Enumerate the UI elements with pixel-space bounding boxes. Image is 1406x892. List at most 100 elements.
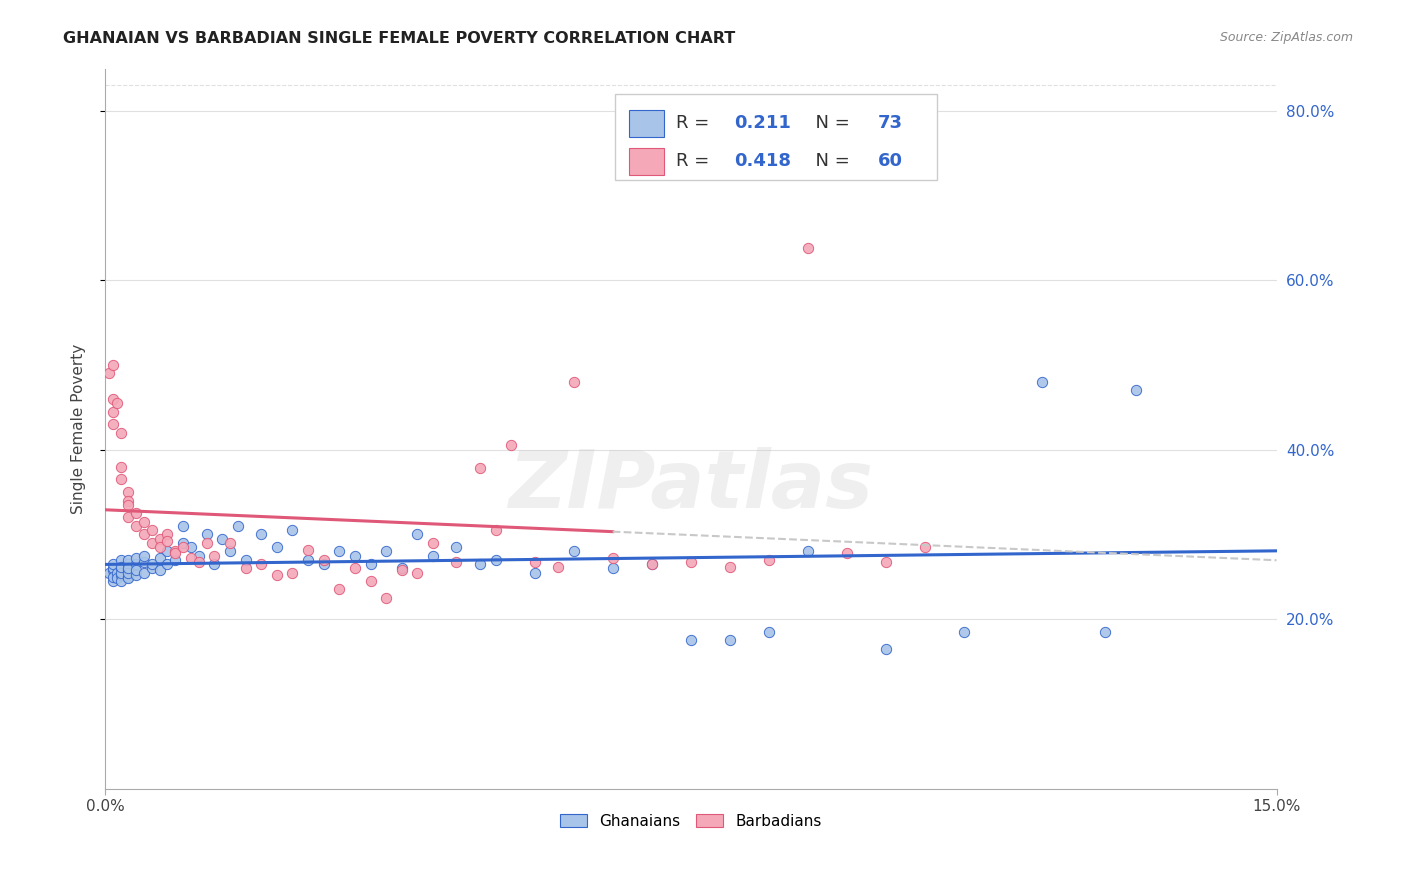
Point <box>202 557 225 571</box>
Point <box>202 549 225 563</box>
Text: 73: 73 <box>879 114 903 132</box>
Point <box>141 561 163 575</box>
Point <box>110 459 132 474</box>
Point <box>468 557 491 571</box>
Point <box>187 549 209 563</box>
Point <box>110 559 132 574</box>
Point <box>117 510 139 524</box>
Point <box>187 554 209 568</box>
Point <box>172 519 194 533</box>
Point <box>195 536 218 550</box>
Point <box>125 551 148 566</box>
Point <box>360 557 382 571</box>
Point <box>125 506 148 520</box>
Point <box>1031 375 1053 389</box>
Text: GHANAIAN VS BARBADIAN SINGLE FEMALE POVERTY CORRELATION CHART: GHANAIAN VS BARBADIAN SINGLE FEMALE POVE… <box>63 31 735 46</box>
Point <box>758 553 780 567</box>
Point <box>132 549 155 563</box>
Point <box>422 536 444 550</box>
Point <box>446 540 468 554</box>
Text: N =: N = <box>804 114 856 132</box>
Point <box>875 641 897 656</box>
Point <box>758 624 780 639</box>
Point <box>235 553 257 567</box>
Point <box>547 559 569 574</box>
Point <box>105 571 128 585</box>
Point <box>172 540 194 554</box>
Point <box>156 544 179 558</box>
Point <box>602 551 624 566</box>
Text: 60: 60 <box>879 152 903 170</box>
Point <box>484 553 506 567</box>
Point <box>718 559 741 574</box>
Point <box>1094 624 1116 639</box>
Point <box>156 557 179 571</box>
Point <box>523 566 546 580</box>
Point <box>266 540 288 554</box>
Point <box>953 624 976 639</box>
Point <box>165 553 187 567</box>
Point <box>125 519 148 533</box>
Point <box>97 566 120 580</box>
Point <box>360 574 382 588</box>
Point <box>172 536 194 550</box>
Text: N =: N = <box>804 152 856 170</box>
Point <box>219 544 242 558</box>
Point <box>281 523 304 537</box>
Point <box>117 561 139 575</box>
Point <box>1125 384 1147 398</box>
FancyBboxPatch shape <box>628 148 664 176</box>
Point <box>110 566 132 580</box>
Point <box>132 554 155 568</box>
Legend: Ghanaians, Barbadians: Ghanaians, Barbadians <box>554 807 828 835</box>
Point <box>219 536 242 550</box>
Point <box>641 557 664 571</box>
Point <box>125 557 148 571</box>
Point <box>718 633 741 648</box>
Point <box>110 574 132 588</box>
Point <box>141 523 163 537</box>
FancyBboxPatch shape <box>614 94 936 180</box>
Point <box>117 493 139 508</box>
Point <box>117 485 139 500</box>
Point <box>484 523 506 537</box>
Point <box>679 554 702 568</box>
Point <box>797 544 820 558</box>
Point <box>602 561 624 575</box>
Point <box>297 553 319 567</box>
Point <box>117 563 139 577</box>
Point <box>180 540 202 554</box>
Point <box>117 570 139 584</box>
Point <box>250 557 273 571</box>
Point <box>132 527 155 541</box>
Point <box>125 563 148 577</box>
Point <box>406 527 429 541</box>
Point <box>149 563 172 577</box>
Point <box>501 438 523 452</box>
Point <box>328 582 350 597</box>
Point <box>165 544 187 558</box>
Point <box>156 527 179 541</box>
Point <box>375 544 398 558</box>
Point <box>101 392 124 406</box>
Point <box>235 561 257 575</box>
Point <box>312 553 335 567</box>
Point <box>446 554 468 568</box>
Point <box>195 527 218 541</box>
Point <box>165 546 187 560</box>
Point <box>110 425 132 440</box>
Point <box>105 566 128 580</box>
Point <box>835 546 858 560</box>
Point <box>281 566 304 580</box>
Point <box>875 554 897 568</box>
Point <box>97 367 120 381</box>
Point <box>641 557 664 571</box>
Text: 0.211: 0.211 <box>734 114 792 132</box>
Point <box>523 554 546 568</box>
Point <box>101 404 124 418</box>
Point <box>312 557 335 571</box>
Point <box>562 375 585 389</box>
Point <box>101 358 124 372</box>
Y-axis label: Single Female Poverty: Single Female Poverty <box>72 343 86 514</box>
Point <box>226 519 249 533</box>
